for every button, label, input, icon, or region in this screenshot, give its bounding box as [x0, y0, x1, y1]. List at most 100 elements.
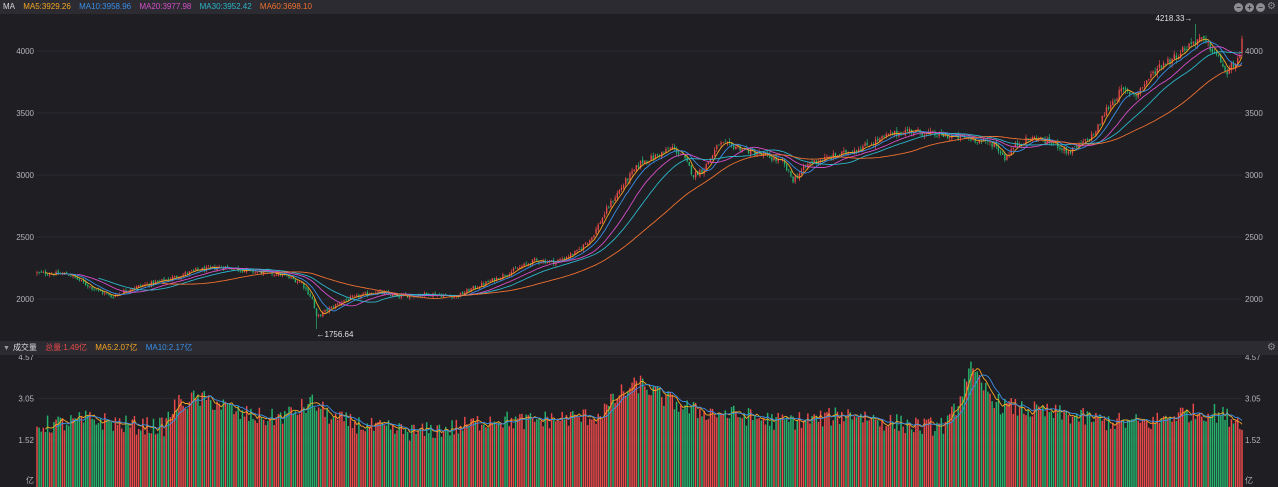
volume-bar — [834, 407, 837, 487]
volume-bar — [946, 415, 949, 487]
volume-bar — [766, 412, 769, 487]
gear-icon[interactable]: ⚙ — [1267, 1, 1276, 12]
volume-bar — [504, 416, 506, 487]
price-annotations: 4218.33→ ←1756.64 — [317, 14, 1193, 339]
volume-bar — [915, 417, 917, 487]
volume-bar — [940, 417, 943, 487]
volume-bar — [406, 431, 409, 487]
volume-bar — [851, 419, 854, 487]
candle-body — [1069, 151, 1072, 154]
price-indicator-title[interactable]: MA — [3, 2, 15, 11]
ma30-value: MA30:3952.42 — [199, 2, 252, 11]
volume-indicator-title[interactable]: 成交量 — [12, 343, 37, 352]
volume-bar — [838, 424, 841, 487]
candle-body — [256, 271, 258, 273]
candle-body — [1095, 131, 1097, 136]
candle-body — [326, 309, 328, 311]
candle-body — [188, 271, 191, 275]
gear-icon[interactable]: ⚙ — [1267, 342, 1276, 353]
volume-bar — [137, 429, 140, 487]
volume-bar — [701, 416, 703, 487]
candle-body — [1097, 124, 1099, 133]
volume-bar — [284, 410, 286, 487]
volume-bar — [260, 417, 263, 487]
volume-bar — [597, 413, 599, 487]
candle-body — [1050, 143, 1053, 145]
candle-body — [1063, 146, 1065, 151]
volume-bar — [891, 421, 894, 487]
volume-bar — [610, 393, 612, 487]
chevron-down-icon[interactable]: ▼ — [3, 345, 10, 352]
candle-body — [921, 132, 923, 136]
high-price-annotation: 4218.33→ — [1155, 14, 1192, 23]
volume-bar — [883, 430, 885, 487]
volume-bar — [218, 403, 220, 487]
volume-bar — [197, 394, 199, 487]
volume-bar — [315, 410, 318, 487]
candle-body — [1105, 107, 1108, 116]
volume-bar — [377, 422, 379, 487]
volume-bar — [1059, 405, 1061, 487]
plus-icon[interactable]: + — [1245, 2, 1255, 12]
volume-y-tick-right-1: 3.05 — [1245, 394, 1261, 403]
candle-body — [146, 283, 148, 285]
volume-bar — [1116, 418, 1118, 487]
volume-bar — [1171, 421, 1173, 487]
volume-bar — [1160, 418, 1163, 487]
candle-body — [1190, 42, 1192, 44]
candle-body — [811, 161, 813, 163]
volume-bar — [1154, 422, 1156, 487]
volume-bar — [1084, 424, 1087, 487]
minus-icon[interactable]: − — [1256, 2, 1266, 12]
candle-body — [127, 291, 129, 292]
candle-body — [1122, 87, 1125, 90]
candle-body — [167, 278, 169, 281]
candle-body — [572, 253, 574, 255]
candle-body — [332, 306, 335, 308]
volume-bar — [106, 420, 108, 487]
candle-body — [845, 149, 847, 154]
candle-body — [1107, 107, 1110, 110]
volume-bar — [665, 394, 667, 487]
volume-bar — [1215, 422, 1218, 487]
candle-body — [1086, 139, 1089, 140]
volume-bar — [743, 413, 746, 487]
volume-bar — [616, 399, 619, 487]
volume-bar — [89, 411, 91, 487]
volume-bar — [186, 408, 189, 487]
volume-bar — [785, 417, 788, 487]
candle-body — [982, 138, 985, 141]
volume-bar — [436, 425, 438, 487]
volume-bar — [688, 413, 691, 487]
candle-body — [307, 288, 309, 295]
volume-bar — [273, 425, 275, 487]
volume-unit-right: 亿 — [1245, 475, 1253, 485]
candle-body — [567, 256, 570, 258]
volume-bar — [599, 416, 602, 487]
volume-bar — [760, 420, 763, 487]
volume-bar — [913, 432, 915, 487]
volume-bar — [764, 424, 767, 487]
volume-bar — [1228, 426, 1231, 487]
volume-bar — [99, 418, 102, 487]
volume-bar — [1184, 411, 1186, 487]
volume-bar — [728, 418, 731, 487]
minus-icon[interactable]: − — [1234, 2, 1244, 12]
candle-body — [650, 155, 652, 161]
volume-bar — [965, 381, 968, 487]
candle-body — [343, 300, 345, 302]
candle-body — [464, 292, 466, 294]
volume-bar — [927, 418, 930, 487]
candle-body — [1025, 137, 1027, 144]
candle-body — [135, 286, 138, 288]
volume-bar — [1052, 417, 1055, 487]
candle-body — [705, 164, 707, 171]
candle-body — [661, 151, 663, 158]
candle-body — [625, 178, 627, 185]
candle-body — [802, 166, 805, 170]
volume-bar — [680, 405, 682, 487]
volume-bar — [182, 405, 184, 487]
volume-bar — [650, 395, 652, 487]
volume-bar — [152, 418, 155, 487]
volume-bar — [1194, 418, 1197, 487]
